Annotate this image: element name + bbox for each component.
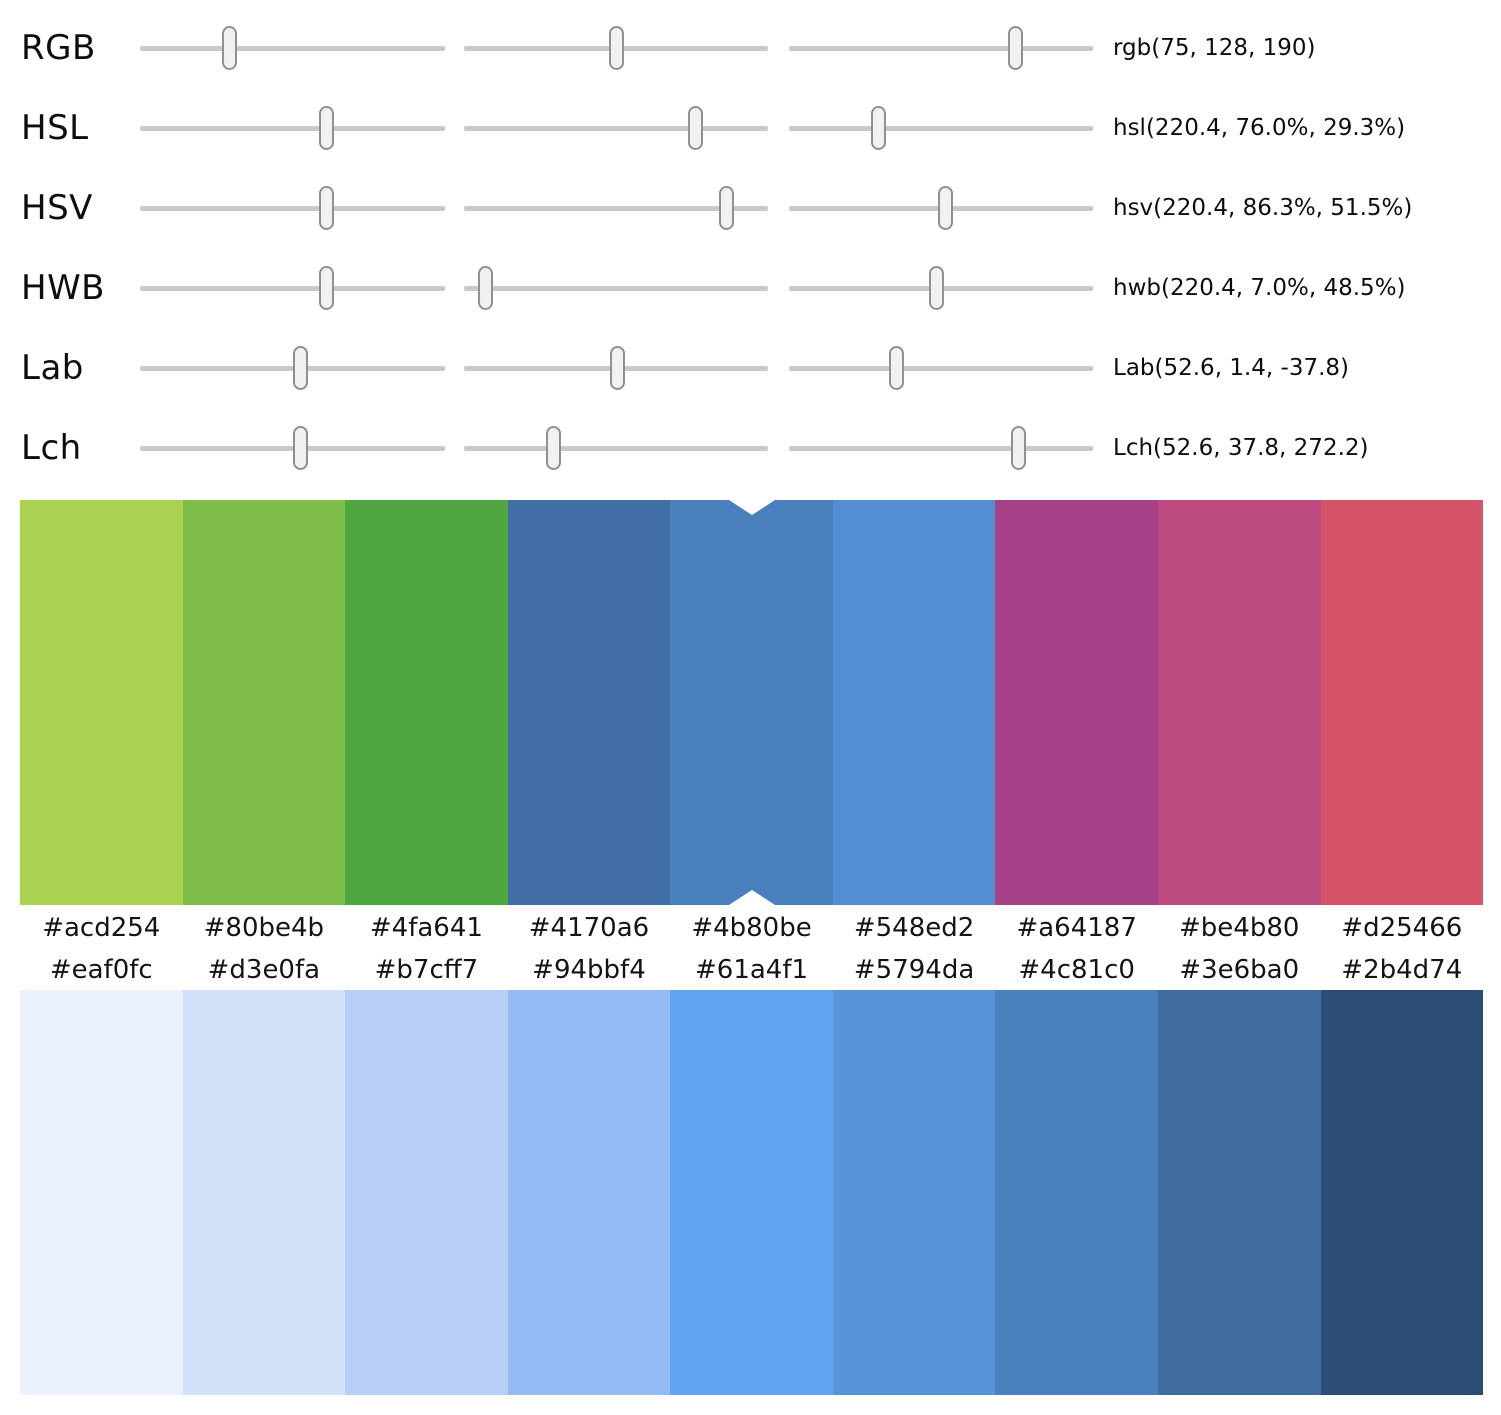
rgb-slider-1-thumb[interactable] xyxy=(222,26,238,70)
shade-swatch-8[interactable] xyxy=(1157,990,1321,1395)
lab-slider-1-track[interactable] xyxy=(140,346,445,390)
hsv-slider-1-track[interactable] xyxy=(140,186,445,230)
hsl-slider-2-thumb[interactable] xyxy=(687,106,703,150)
hex-label: #94bbf4 xyxy=(532,955,646,985)
hex-label: #548ed2 xyxy=(853,912,975,943)
lab-label: Lab xyxy=(21,348,84,388)
harmony-hex-labels: #acd254 #80be4b #4fa641 #4170a6 #4b80be … xyxy=(20,905,1483,950)
slider-row-rgb: RGB rgb(75, 128, 190) xyxy=(0,8,1501,88)
slider-row-hsl: HSL hsl(220.4, 76.0%, 29.3%) xyxy=(0,88,1501,168)
rgb-slider-3-thumb[interactable] xyxy=(1007,26,1023,70)
rgb-label: RGB xyxy=(21,28,96,68)
hex-label: #5794da xyxy=(853,955,975,985)
harmony-palette xyxy=(20,500,1484,905)
hwb-slider-3-track[interactable] xyxy=(789,266,1093,310)
slider-row-lab: Lab Lab(52.6, 1.4, -37.8) xyxy=(0,328,1501,408)
lch-slider-3-track[interactable] xyxy=(789,426,1093,470)
hex-label: #d3e0fa xyxy=(207,955,321,985)
hex-label: #80be4b xyxy=(203,912,325,943)
lch-slider-3-thumb[interactable] xyxy=(1011,426,1027,470)
hex-label: #a64187 xyxy=(1016,912,1137,943)
hsl-value-text: hsl(220.4, 76.0%, 29.3%) xyxy=(1113,115,1406,141)
harmony-swatch-4[interactable] xyxy=(507,500,671,905)
hex-label: #b7cff7 xyxy=(374,955,479,985)
hsv-slider-2-thumb[interactable] xyxy=(718,186,734,230)
slider-row-hsv: HSV hsv(220.4, 86.3%, 51.5%) xyxy=(0,168,1501,248)
hsl-slider-1-track[interactable] xyxy=(140,106,445,150)
rgb-slider-2-track[interactable] xyxy=(464,26,768,70)
hex-label: #be4b80 xyxy=(1179,912,1300,943)
shade-swatch-7[interactable] xyxy=(995,990,1158,1395)
harmony-swatch-3[interactable] xyxy=(345,500,508,905)
lab-slider-1-thumb[interactable] xyxy=(292,346,308,390)
lab-slider-3-thumb[interactable] xyxy=(888,346,904,390)
hex-label: #eaf0fc xyxy=(49,955,153,985)
shade-swatch-3[interactable] xyxy=(345,990,508,1395)
hex-label: #4fa641 xyxy=(369,912,483,943)
hsv-slider-3-track[interactable] xyxy=(789,186,1093,230)
hsl-slider-3-thumb[interactable] xyxy=(870,106,886,150)
hwb-slider-1-track[interactable] xyxy=(140,266,445,310)
hsv-slider-2-track[interactable] xyxy=(464,186,768,230)
shade-swatch-9[interactable] xyxy=(1320,990,1484,1395)
rgb-value-text: rgb(75, 128, 190) xyxy=(1113,35,1316,61)
hsv-slider-1-thumb[interactable] xyxy=(319,186,335,230)
hwb-label: HWB xyxy=(21,268,106,308)
shades-hex-labels: #eaf0fc #d3e0fa #b7cff7 #94bbf4 #61a4f1 … xyxy=(20,950,1483,990)
hex-label: #acd254 xyxy=(42,912,161,943)
lab-slider-2-thumb[interactable] xyxy=(610,346,626,390)
harmony-swatch-6[interactable] xyxy=(832,500,996,905)
lab-slider-2-track[interactable] xyxy=(464,346,768,390)
hsv-label: HSV xyxy=(21,188,93,228)
harmony-swatch-9[interactable] xyxy=(1320,500,1484,905)
rgb-slider-3-track[interactable] xyxy=(789,26,1093,70)
hwb-value-text: hwb(220.4, 7.0%, 48.5%) xyxy=(1113,275,1406,301)
hex-label: #4b80be xyxy=(691,912,812,943)
hsl-slider-3-track[interactable] xyxy=(789,106,1093,150)
selected-notch-top-icon xyxy=(728,500,775,515)
rgb-slider-2-thumb[interactable] xyxy=(609,26,625,70)
hex-label: #2b4d74 xyxy=(1341,955,1463,985)
hex-label: #d25466 xyxy=(1341,912,1463,943)
lch-slider-2-thumb[interactable] xyxy=(546,426,562,470)
hsl-label: HSL xyxy=(21,108,89,148)
lab-value-text: Lab(52.6, 1.4, -37.8) xyxy=(1113,355,1349,381)
slider-row-lch: Lch Lch(52.6, 37.8, 272.2) xyxy=(0,408,1501,488)
harmony-swatch-8[interactable] xyxy=(1157,500,1321,905)
rgb-slider-1-track[interactable] xyxy=(140,26,445,70)
lch-slider-1-thumb[interactable] xyxy=(292,426,308,470)
shades-palette xyxy=(20,990,1484,1395)
hwb-slider-1-thumb[interactable] xyxy=(319,266,335,310)
lch-slider-2-track[interactable] xyxy=(464,426,768,470)
harmony-swatch-5-selected[interactable] xyxy=(670,500,833,905)
harmony-swatch-2[interactable] xyxy=(182,500,346,905)
shade-swatch-6[interactable] xyxy=(832,990,996,1395)
lch-slider-1-track[interactable] xyxy=(140,426,445,470)
hex-label: #4c81c0 xyxy=(1018,955,1135,985)
harmony-swatch-1[interactable] xyxy=(20,500,183,905)
hex-label: #61a4f1 xyxy=(695,955,809,985)
hex-label: #4170a6 xyxy=(528,912,650,943)
selected-notch-bottom-icon xyxy=(728,890,775,905)
hsv-value-text: hsv(220.4, 86.3%, 51.5%) xyxy=(1113,195,1413,221)
shade-swatch-2[interactable] xyxy=(182,990,346,1395)
harmony-swatch-7[interactable] xyxy=(995,500,1158,905)
lab-slider-3-track[interactable] xyxy=(789,346,1093,390)
hsl-slider-2-track[interactable] xyxy=(464,106,768,150)
color-sliders-panel: RGB rgb(75, 128, 190) HSL hsl(220.4, 76.… xyxy=(0,0,1501,488)
hsv-slider-3-thumb[interactable] xyxy=(938,186,954,230)
hwb-slider-3-thumb[interactable] xyxy=(928,266,944,310)
shade-swatch-1[interactable] xyxy=(20,990,183,1395)
shade-swatch-5[interactable] xyxy=(670,990,833,1395)
lch-value-text: Lch(52.6, 37.8, 272.2) xyxy=(1113,435,1369,461)
hwb-slider-2-thumb[interactable] xyxy=(477,266,493,310)
slider-row-hwb: HWB hwb(220.4, 7.0%, 48.5%) xyxy=(0,248,1501,328)
hsl-slider-1-thumb[interactable] xyxy=(319,106,335,150)
shade-swatch-4[interactable] xyxy=(507,990,671,1395)
lch-label: Lch xyxy=(21,428,82,468)
hex-label: #3e6ba0 xyxy=(1179,955,1300,985)
hwb-slider-2-track[interactable] xyxy=(464,266,768,310)
